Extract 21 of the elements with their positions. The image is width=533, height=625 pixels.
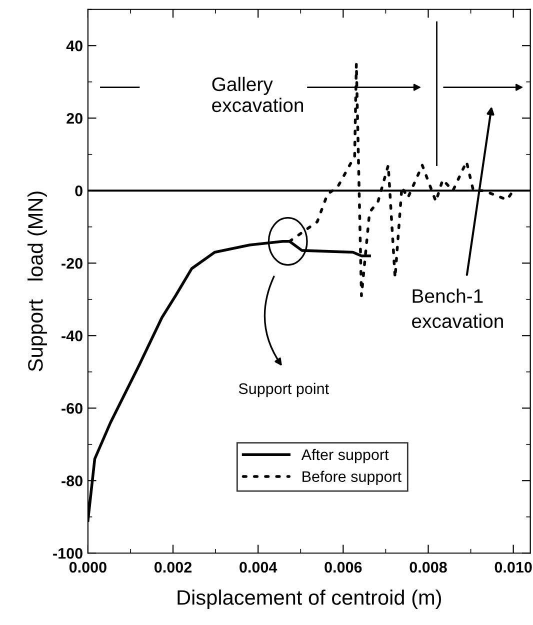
y-tick-label: 40 [66,40,82,52]
x-tick-label: 0.004 [240,562,278,573]
y-tick-label: -80 [62,475,82,486]
annotation: Support point [238,382,329,398]
y-tick-label: -100 [53,548,82,559]
x-tick-label: 0.002 [154,562,192,573]
legend-label: After support [301,448,389,464]
y-axis-title: Support load (MN) [28,192,47,372]
x-tick-label: 0.000 [69,562,106,573]
annotation: Bench-1 excavation [412,288,503,328]
x-tick-label: 0.006 [324,562,362,573]
x-tick-label: 0.010 [494,562,532,573]
y-tick-label: 0 [75,185,82,196]
x-axis-title: Displacement of centroid (m) [178,590,442,610]
y-tick-label: -40 [62,330,82,342]
legend-label: Before support [302,470,402,485]
x-tick-label: 0.008 [410,562,447,573]
y-tick-label: 20 [66,112,82,124]
y-tick-label: -20 [62,258,82,269]
y-tick-label: -60 [62,402,82,414]
annotation: Gallery excavation [212,76,303,112]
